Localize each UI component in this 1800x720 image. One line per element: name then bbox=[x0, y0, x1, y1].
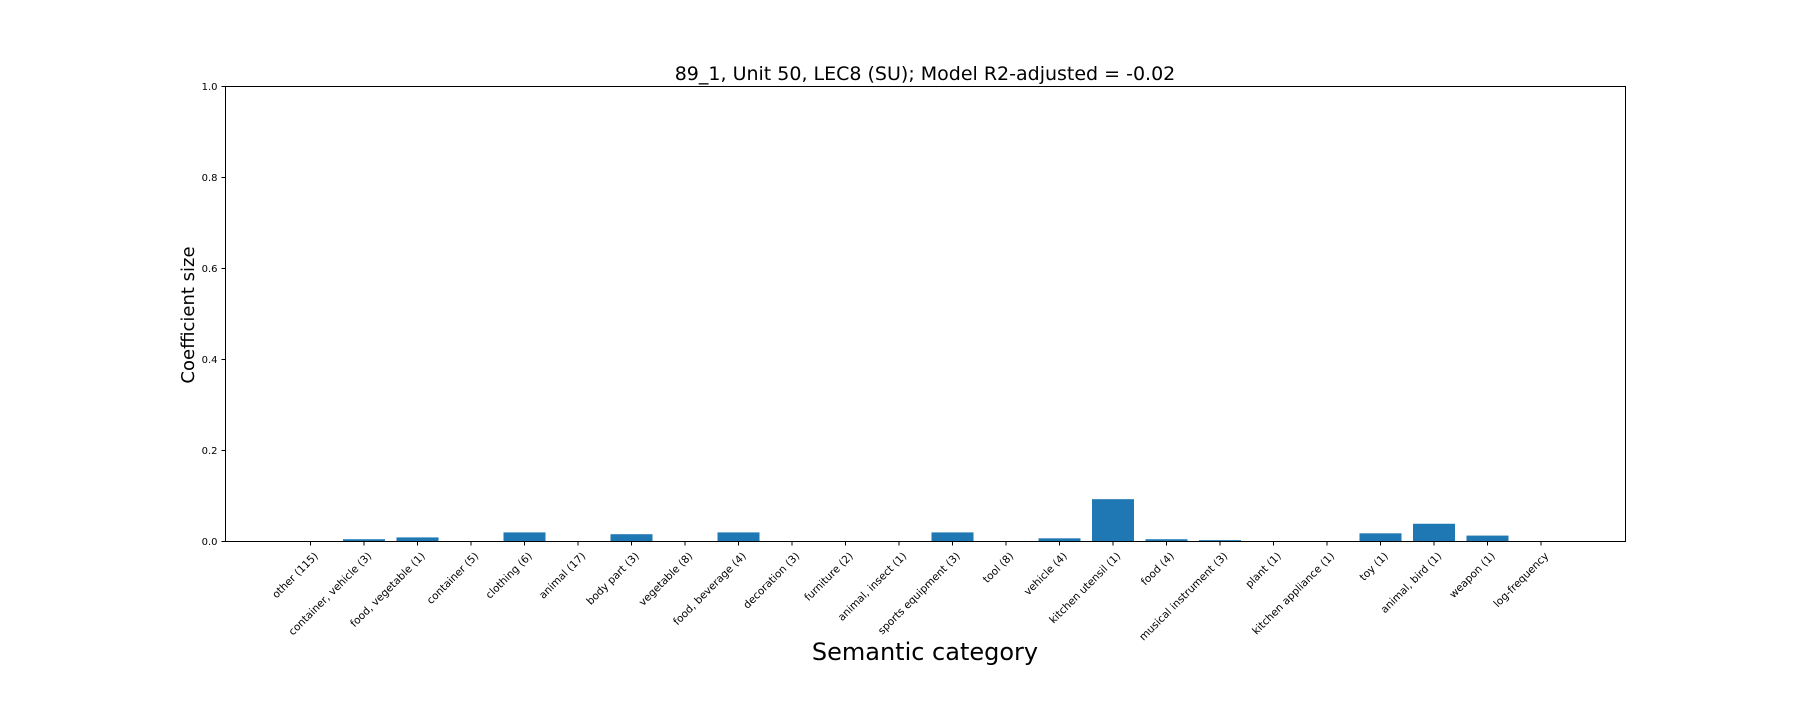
bar-14 bbox=[1038, 538, 1081, 542]
y-tick-label: 0.6 bbox=[202, 264, 218, 275]
bar-21 bbox=[1413, 523, 1455, 542]
x-tick-label: container (5) bbox=[425, 550, 482, 607]
y-axis-label: Coefficient size bbox=[178, 246, 199, 383]
x-tick-label: animal (17) bbox=[537, 550, 588, 601]
y-tick-label: 0.4 bbox=[202, 355, 218, 366]
x-tick-label: weapon (1) bbox=[1447, 550, 1498, 601]
bar-2 bbox=[396, 537, 439, 542]
bar-1 bbox=[343, 539, 385, 542]
x-tick-label: other (115) bbox=[270, 550, 321, 601]
x-tick-label: tool (8) bbox=[981, 550, 1016, 585]
x-tick-label: vegetable (8) bbox=[637, 550, 695, 608]
x-axis-label: Semantic category bbox=[812, 638, 1038, 666]
x-tick-label: clothing (6) bbox=[484, 550, 535, 601]
bar-8 bbox=[717, 532, 760, 542]
x-tick-label: musical instrument (3) bbox=[1137, 550, 1230, 643]
bar-17 bbox=[1199, 540, 1241, 542]
x-axis-ticks: other (115)container, vehicle (3)food, v… bbox=[270, 541, 1551, 643]
y-tick-label: 0.8 bbox=[202, 173, 218, 184]
bars-group bbox=[343, 499, 1509, 542]
x-tick-label: food (4) bbox=[1139, 550, 1177, 588]
bar-15 bbox=[1092, 499, 1134, 542]
bar-22 bbox=[1466, 535, 1509, 542]
x-tick-label: toy (1) bbox=[1358, 550, 1391, 583]
x-tick-label: plant (1) bbox=[1243, 550, 1283, 590]
x-tick-label: log-frequency bbox=[1491, 550, 1551, 610]
x-tick-label: furniture (2) bbox=[802, 550, 855, 603]
bar-12 bbox=[931, 532, 974, 542]
y-tick-label: 0.2 bbox=[202, 446, 218, 457]
plot-area-frame bbox=[225, 86, 1626, 542]
y-axis-ticks: 0.0 0.2 0.4 0.6 0.8 1.0 bbox=[202, 82, 226, 548]
chart-title: 89_1, Unit 50, LEC8 (SU); Model R2-adjus… bbox=[675, 63, 1176, 85]
bar-16 bbox=[1145, 539, 1188, 542]
bar-4 bbox=[503, 532, 546, 542]
bar-20 bbox=[1359, 533, 1402, 542]
y-tick-label: 0.0 bbox=[202, 537, 218, 548]
y-tick-label: 1.0 bbox=[202, 82, 218, 93]
x-tick-label: body part (3) bbox=[584, 550, 641, 607]
x-tick-label: vehicle (4) bbox=[1022, 550, 1070, 598]
bar-6 bbox=[610, 534, 653, 542]
x-tick-label: decoration (3) bbox=[741, 550, 802, 611]
